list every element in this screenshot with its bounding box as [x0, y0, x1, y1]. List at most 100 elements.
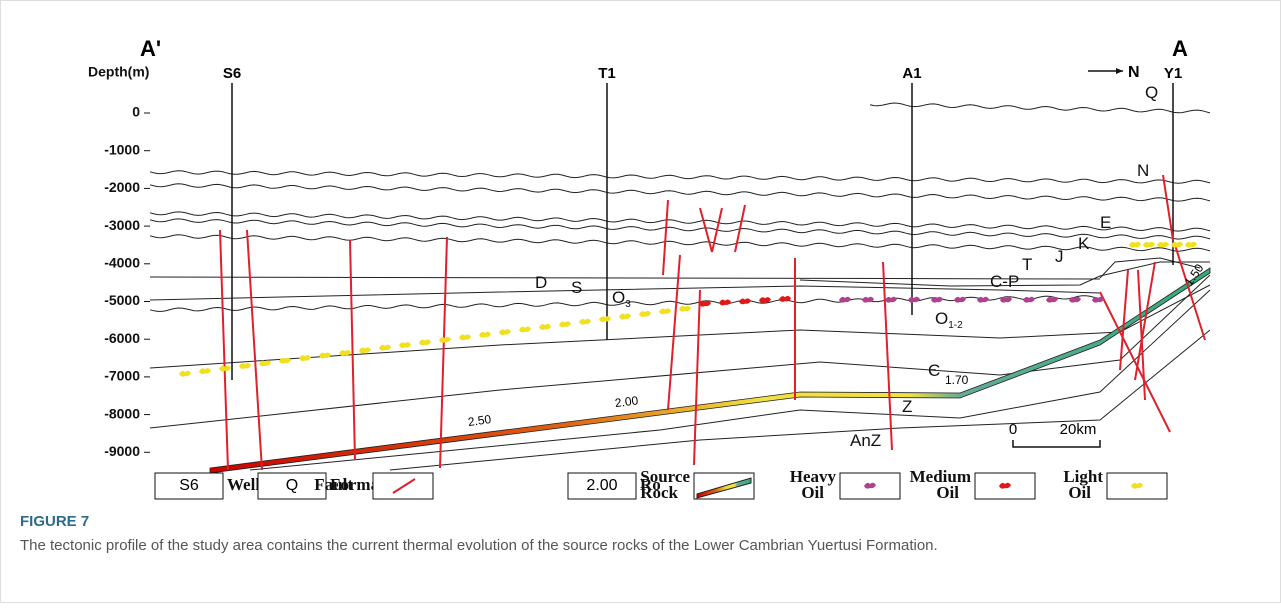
formation-label: AnZ — [850, 431, 881, 450]
fault — [220, 230, 228, 470]
horizon — [250, 290, 1210, 470]
oil — [199, 368, 211, 374]
formation-base: K — [1078, 234, 1090, 253]
formation-base: D — [535, 273, 547, 292]
formation-base: Q — [1145, 83, 1158, 102]
fault — [700, 208, 712, 252]
oil — [499, 329, 511, 335]
section-diagram: A'ADepth(m)N0-1000-2000-3000-4000-5000-6… — [88, 36, 1210, 502]
formation-label: O1-2 — [935, 309, 963, 330]
oil — [559, 321, 571, 327]
legend-line: Oil — [1068, 483, 1091, 502]
formation-base: Z — [902, 397, 912, 416]
depth-tick-label: -8000 — [104, 405, 140, 421]
formation-sub: 1-2 — [948, 320, 963, 331]
unconformity — [150, 212, 1210, 231]
oil — [299, 355, 311, 361]
legend-line: Rock — [640, 483, 678, 502]
formation-base: S — [571, 278, 582, 297]
oil — [379, 345, 391, 351]
fault — [247, 230, 262, 470]
depth-tick-label: -3000 — [104, 217, 140, 233]
oil — [659, 308, 671, 314]
formation-label: J — [1055, 247, 1064, 266]
scale-label: 20km — [1060, 421, 1097, 438]
oil — [1129, 242, 1141, 248]
page: A'ADepth(m)N0-1000-2000-3000-4000-5000-6… — [0, 0, 1281, 603]
oil — [519, 327, 531, 333]
fault — [440, 237, 447, 468]
well-label: Y1 — [1164, 65, 1182, 82]
oil — [619, 314, 631, 320]
oil — [639, 311, 651, 317]
depth-tick-label: -4000 — [104, 255, 140, 271]
legend-line: Oil — [801, 483, 824, 502]
formation-base: O — [935, 309, 948, 328]
formation-base: J — [1055, 247, 1064, 266]
oil — [885, 297, 897, 303]
depth-tick-label: -6000 — [104, 330, 140, 346]
fault — [694, 290, 700, 465]
formation-label: N — [1137, 161, 1149, 180]
formation-base: N — [1137, 161, 1149, 180]
fault — [712, 208, 722, 252]
oil — [839, 297, 851, 303]
oil — [739, 298, 751, 304]
formation-base: C-P — [990, 272, 1019, 291]
depth-title: Depth(m) — [88, 64, 149, 80]
depth-tick-label: -9000 — [104, 443, 140, 459]
section-end: A — [1172, 36, 1188, 61]
oil — [279, 358, 291, 364]
direction: N — [1128, 64, 1140, 81]
unconformity — [150, 235, 1210, 251]
formation-label: C-P — [990, 272, 1019, 291]
well-label: A1 — [902, 65, 921, 82]
oil — [1046, 297, 1058, 303]
ro-label: 2.50 — [467, 412, 492, 429]
formation-label: K — [1078, 234, 1090, 253]
oil — [1157, 242, 1169, 248]
oil — [179, 371, 191, 377]
oil — [954, 297, 966, 303]
oil — [239, 363, 251, 369]
unconformity — [150, 184, 1210, 201]
oil — [539, 324, 551, 330]
oil — [399, 342, 411, 348]
legend-line: Oil — [936, 483, 959, 502]
formation-label: Q — [1145, 83, 1158, 102]
formation-label: D — [535, 273, 547, 292]
oil — [359, 347, 371, 353]
oil — [459, 334, 471, 340]
oil — [1023, 297, 1035, 303]
legend-line: Fault — [314, 475, 353, 494]
formation-label: O3 — [612, 288, 631, 309]
well-label: T1 — [598, 65, 616, 82]
oil — [719, 300, 731, 306]
fault — [1163, 175, 1173, 240]
fault — [663, 200, 668, 275]
oil — [1143, 242, 1155, 248]
fault — [350, 240, 355, 460]
ro-label: 2.00 — [614, 393, 639, 410]
formation-base: E — [1100, 213, 1111, 232]
horizon — [390, 330, 1210, 470]
scale-label: 0 — [1009, 421, 1017, 438]
legend-label-lines: Fault — [314, 475, 353, 494]
unconformity — [870, 103, 1210, 113]
oil — [599, 316, 611, 322]
oil — [439, 337, 451, 343]
ro-label: 1.70 — [945, 373, 969, 387]
oil — [679, 306, 691, 312]
formation-base: Є — [928, 361, 940, 380]
formation-label: E — [1100, 213, 1111, 232]
frame — [1, 1, 1281, 603]
depth-tick-label: -2000 — [104, 179, 140, 195]
well-label: S6 — [223, 65, 241, 82]
fault — [1120, 270, 1128, 370]
legend-symbol: Q — [286, 477, 298, 494]
legend-label-lines: HeavyOil — [790, 467, 837, 502]
formation-sub: 3 — [625, 299, 631, 310]
scale-bar — [1013, 440, 1100, 447]
caption-label: FIGURE 7 — [20, 513, 89, 530]
